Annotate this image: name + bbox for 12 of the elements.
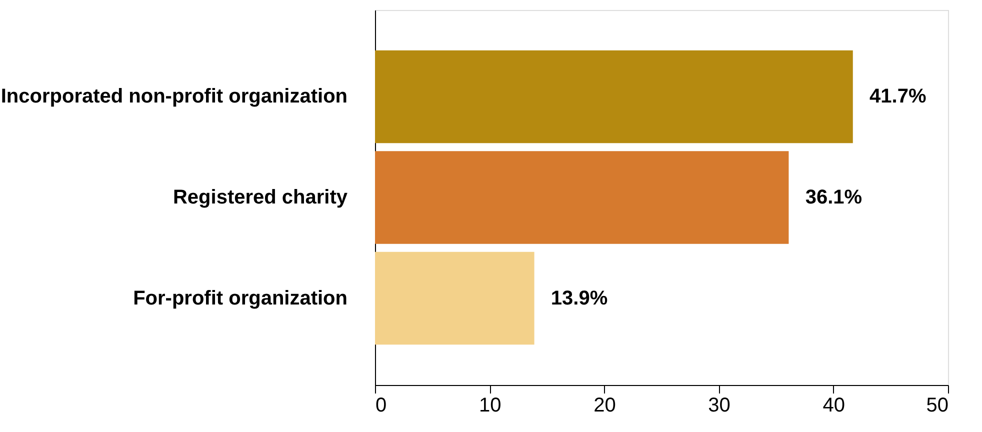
y-tick-label: Registered charity <box>172 186 348 208</box>
x-tick-label: 50 <box>926 394 948 416</box>
y-tick-label: Incorporated non-profit organization <box>0 86 348 108</box>
x-tick-label: 20 <box>594 394 616 416</box>
data-label: 41.7% <box>870 86 926 108</box>
y-tick-label: For-profit organization <box>133 287 348 310</box>
x-tick-label: 10 <box>478 394 502 416</box>
x-tick-label: 40 <box>822 394 846 416</box>
x-tick-label: 30 <box>708 394 730 416</box>
data-label: 13.9% <box>550 287 608 310</box>
data-label: 36.1% <box>805 186 862 208</box>
x-tick-label: 0 <box>376 394 387 416</box>
